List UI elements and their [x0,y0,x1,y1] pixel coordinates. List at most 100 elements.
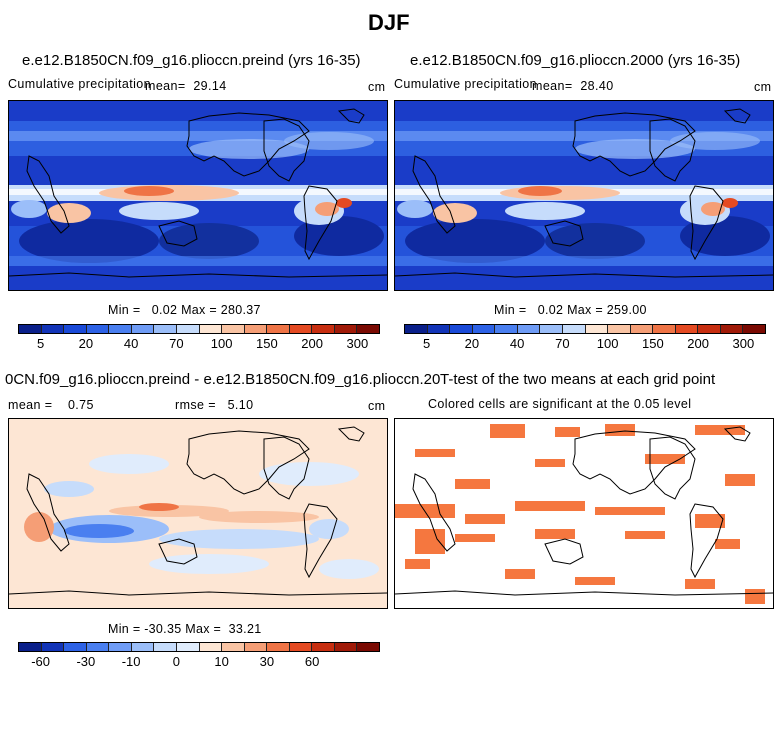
colorbar-bottom-left-tick-label: 10 [214,654,229,669]
colorbar-top-right-swatch [743,325,765,333]
minmax-bottom-left: Min = -30.35 Max = 33.21 [108,622,261,636]
min-value: 0.02 [537,303,564,317]
colorbar-top-right [404,324,766,334]
min-value: -30.35 [144,622,182,636]
colorbar-top-left-swatch [199,325,223,333]
max-value: 259.00 [606,303,647,317]
colorbar-top-right-tick-label: 20 [464,336,480,351]
colorbar-bottom-left-swatch [267,643,290,651]
min-label: Min = [108,622,141,636]
colorbar-top-right-swatch [427,325,451,333]
colorbar-top-right-tick-label: 5 [423,336,431,351]
colorbar-top-right-swatch [608,325,631,333]
colorbar-top-left-swatch [357,325,379,333]
colorbar-top-left-swatch [131,325,155,333]
colorbar-top-right-swatch [720,325,744,333]
panel-title-top-right: e.e12.B1850CN.f09_g16.plioccn.2000 (yrs … [410,52,741,69]
colorbar-top-right-swatch [653,325,676,333]
colorbar-bottom-left-tick-label: 0 [172,654,180,669]
colorbar-top-left-swatch [109,325,132,333]
variable-label-top-left: Cumulative precipitation [8,77,151,91]
rmse-value: 5.10 [227,398,254,412]
colorbar-top-left-swatch [312,325,335,333]
colorbar-top-right-swatch [517,325,541,333]
colorbar-top-left-tick-label: 20 [78,336,94,351]
colorbar-top-left-tick-label: 100 [210,336,233,351]
colorbar-bottom-left-swatch [289,643,313,651]
min-label: Min = [108,303,141,317]
colorbar-top-right-swatch [405,325,428,333]
max-label: Max = [185,622,222,636]
colorbar-bottom-left-tick-label: -10 [121,654,141,669]
colorbar-top-left-swatch [267,325,290,333]
colorbar-bottom-left-tick-label: 60 [304,654,320,669]
colorbar-bottom-left-swatch [109,643,132,651]
colorbar-ticks-bottom-left: -60 -30 -10 0 10 30 60 [18,652,380,669]
panel-title-bottom-left-wrap: 0CN.f09_g16.plioccn.preind - e.e12.B1850… [0,371,440,391]
colorbar-top-right-tick-label: 300 [732,336,755,351]
panel-title-bottom-left: 0CN.f09_g16.plioccn.preind - e.e12.B1850… [5,371,440,388]
mean-label-top-right: mean= 28.40 [532,79,614,93]
colorbar-top-right-swatch [450,325,473,333]
colorbar-top-right-tick-label: 40 [509,336,525,351]
colorbar-bottom-left-swatch [41,643,65,651]
colorbar-top-right-tick-label: 100 [596,336,619,351]
colorbar-bottom-left-swatch [334,643,358,651]
minmax-top-right: Min = 0.02 Max = 259.00 [494,303,647,317]
units-label-top-left: cm [368,80,386,94]
colorbar-bottom-left-swatch [154,643,177,651]
colorbar-top-right-tick-label: 200 [687,336,709,351]
ttest-map-bottom-right [394,418,774,609]
colorbar-bottom-left-tick-label: 30 [259,654,275,669]
colorbar-top-left-swatch [86,325,110,333]
colorbar-top-left-swatch [176,325,200,333]
colorbar-top-right-tick-label: 150 [642,336,664,351]
colorbar-top-left-swatch [334,325,358,333]
colorbar-top-left-swatch [154,325,177,333]
colorbar-bottom-left-swatch [244,643,268,651]
colorbar-top-left-tick-label: 150 [256,336,278,351]
colorbar-top-right-swatch [562,325,586,333]
colorbar-bottom-left [18,642,380,652]
colorbar-top-left-tick-label: 40 [123,336,139,351]
colorbar-top-left [18,324,380,334]
colorbar-top-left-swatch [19,325,42,333]
max-label: Max = [181,303,217,317]
colorbar-bottom-left-swatch [357,643,379,651]
colorbar-bottom-left-swatch [176,643,200,651]
colorbar-top-left-tick-label: 200 [301,336,323,351]
subtitle-bottom-right: Colored cells are significant at the 0.0… [428,397,692,411]
colorbar-bottom-left-tick-label: -60 [31,654,51,669]
mean-label-bottom-left: mean = 0.75 [8,398,94,412]
max-value: 280.37 [220,303,261,317]
colorbar-top-left-swatch [41,325,65,333]
colorbar-top-left-swatch [244,325,268,333]
colorbar-top-left-tick-label: 70 [169,336,184,351]
rmse-label-bottom-left: rmse = 5.10 [175,398,254,412]
colorbar-top-left-tick-label: 5 [37,336,45,351]
colorbar-ticks-top-right: 5 20 40 70 100 150 200 300 [404,334,766,351]
colorbar-bottom-left-swatch [199,643,223,651]
colorbar-top-right-swatch [495,325,518,333]
colorbar-top-right-swatch [630,325,654,333]
colorbar-top-left-swatch [222,325,245,333]
colorbar-top-right-swatch [675,325,699,333]
colorbar-bottom-left-swatch [64,643,87,651]
colorbar-top-left-tick-label: 300 [346,336,369,351]
mean-value: 29.14 [193,79,227,93]
min-label: Min = [494,303,527,317]
units-label-bottom-left: cm [368,399,386,413]
panel-title-top-left: e.e12.B1850CN.f09_g16.plioccn.preind (yr… [22,52,361,69]
colorbar-top-left-swatch [289,325,313,333]
colorbar-top-right-swatch [698,325,721,333]
colorbar-bottom-left-swatch [86,643,110,651]
mean-value: 28.40 [580,79,614,93]
colorbar-top-right-swatch [585,325,609,333]
colorbar-bottom-left-swatch [131,643,155,651]
colorbar-top-right-swatch [472,325,496,333]
colorbar-top-left-swatch [64,325,87,333]
max-label: Max = [567,303,603,317]
minmax-top-left: Min = 0.02 Max = 280.37 [108,303,261,317]
precip-map-top-left [8,100,388,291]
diff-map-bottom-left [8,418,388,609]
